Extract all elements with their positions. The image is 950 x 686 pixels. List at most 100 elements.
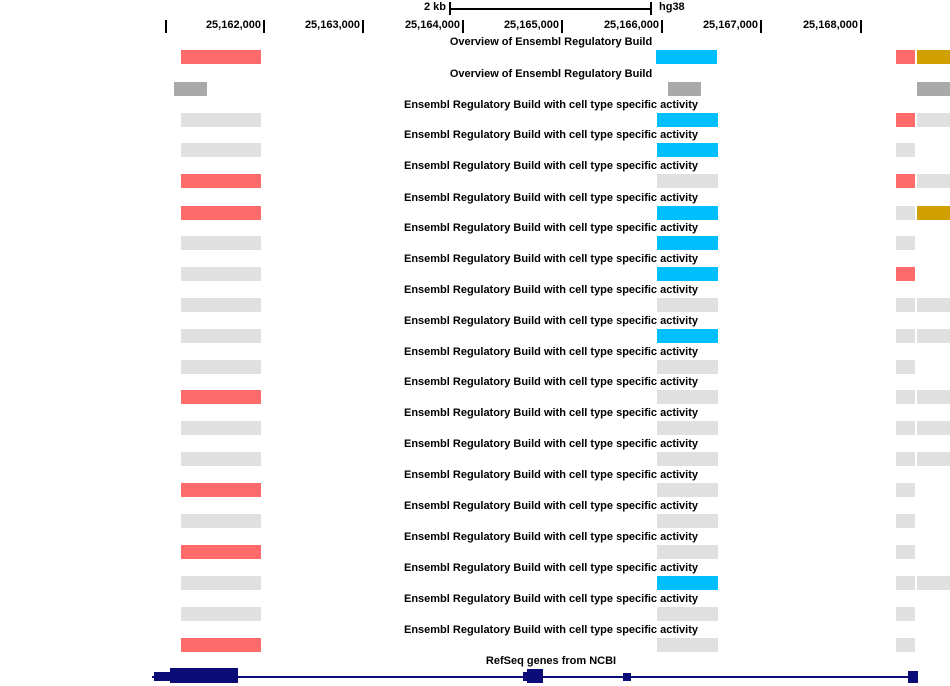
gene-exon[interactable] <box>154 672 171 681</box>
feature-bar-salmon[interactable] <box>181 545 261 559</box>
feature-bar-lgray[interactable] <box>896 576 915 590</box>
feature-bar-lgray[interactable] <box>917 576 950 590</box>
feature-bar-lgray[interactable] <box>657 638 718 652</box>
feature-bar-lgray[interactable] <box>181 452 261 466</box>
track-label[interactable]: Ensembl Regulatory Build with cell type … <box>403 192 699 204</box>
feature-bar-lgray[interactable] <box>181 576 261 590</box>
feature-bar-salmon[interactable] <box>181 50 261 64</box>
feature-bar-lgray[interactable] <box>181 236 261 250</box>
feature-bar-lgray[interactable] <box>657 607 718 621</box>
feature-bar-lgray[interactable] <box>657 390 718 404</box>
feature-bar-lgray[interactable] <box>657 452 718 466</box>
feature-bar-lgray[interactable] <box>657 483 718 497</box>
feature-bar-salmon[interactable] <box>181 483 261 497</box>
feature-bar-gray[interactable] <box>668 82 701 96</box>
feature-bar-lgray[interactable] <box>181 329 261 343</box>
feature-bar-lgray[interactable] <box>657 174 718 188</box>
track-label[interactable]: Ensembl Regulatory Build with cell type … <box>403 129 699 141</box>
feature-bar-lgray[interactable] <box>181 113 261 127</box>
track-label[interactable]: Ensembl Regulatory Build with cell type … <box>403 438 699 450</box>
track-label[interactable]: Ensembl Regulatory Build with cell type … <box>403 407 699 419</box>
feature-bar-salmon[interactable] <box>181 638 261 652</box>
track-label[interactable]: Ensembl Regulatory Build with cell type … <box>403 99 699 111</box>
feature-bar-cyan[interactable] <box>656 50 717 64</box>
feature-bar-salmon[interactable] <box>181 206 261 220</box>
feature-bar-lgray[interactable] <box>181 421 261 435</box>
feature-bar-cyan[interactable] <box>657 329 718 343</box>
track-label[interactable]: Ensembl Regulatory Build with cell type … <box>403 222 699 234</box>
feature-bar-lgray[interactable] <box>896 236 915 250</box>
feature-bar-cyan[interactable] <box>657 143 718 157</box>
feature-bar-lgray[interactable] <box>917 390 950 404</box>
feature-bar-lgray[interactable] <box>896 483 915 497</box>
gene-exon[interactable] <box>623 673 631 681</box>
feature-bar-lgray[interactable] <box>657 421 718 435</box>
feature-bar-lgray[interactable] <box>917 298 950 312</box>
feature-bar-lgray[interactable] <box>181 143 261 157</box>
feature-bar-salmon[interactable] <box>896 174 915 188</box>
track-label[interactable]: Ensembl Regulatory Build with cell type … <box>403 624 699 636</box>
feature-bar-lgray[interactable] <box>917 174 950 188</box>
feature-bar-cyan[interactable] <box>657 236 718 250</box>
feature-bar-lgray[interactable] <box>896 390 915 404</box>
feature-bar-salmon[interactable] <box>896 267 915 281</box>
feature-bar-salmon[interactable] <box>896 113 915 127</box>
gene-exon[interactable] <box>527 669 543 683</box>
feature-bar-lgray[interactable] <box>917 113 950 127</box>
feature-bar-gold[interactable] <box>917 50 950 64</box>
track-label[interactable]: Ensembl Regulatory Build with cell type … <box>403 284 699 296</box>
track-label[interactable]: Ensembl Regulatory Build with cell type … <box>403 346 699 358</box>
feature-bar-lgray[interactable] <box>896 298 915 312</box>
feature-bar-lgray[interactable] <box>896 143 915 157</box>
feature-bar-cyan[interactable] <box>657 576 718 590</box>
ruler-tick <box>561 20 563 33</box>
feature-bar-lgray[interactable] <box>896 329 915 343</box>
gene-exon[interactable] <box>523 672 528 681</box>
track-label[interactable]: Ensembl Regulatory Build with cell type … <box>403 562 699 574</box>
feature-bar-cyan[interactable] <box>657 206 718 220</box>
feature-bar-lgray[interactable] <box>917 452 950 466</box>
ruler-tick <box>860 20 862 33</box>
track-label[interactable]: Ensembl Regulatory Build with cell type … <box>403 253 699 265</box>
feature-bar-cyan[interactable] <box>657 267 718 281</box>
feature-bar-lgray[interactable] <box>917 421 950 435</box>
track-label[interactable]: Ensembl Regulatory Build with cell type … <box>403 469 699 481</box>
track-label[interactable]: Ensembl Regulatory Build with cell type … <box>403 160 699 172</box>
feature-bar-cyan[interactable] <box>657 113 718 127</box>
feature-bar-lgray[interactable] <box>657 360 718 374</box>
refseq-track-label[interactable]: RefSeq genes from NCBI <box>485 655 617 667</box>
track-label[interactable]: Ensembl Regulatory Build with cell type … <box>403 376 699 388</box>
track-label[interactable]: Ensembl Regulatory Build with cell type … <box>403 500 699 512</box>
feature-bar-lgray[interactable] <box>657 545 718 559</box>
feature-bar-lgray[interactable] <box>896 514 915 528</box>
gene-exon[interactable] <box>908 671 918 683</box>
feature-bar-gray[interactable] <box>174 82 207 96</box>
track-label[interactable]: Ensembl Regulatory Build with cell type … <box>403 315 699 327</box>
feature-bar-lgray[interactable] <box>917 329 950 343</box>
track-label[interactable]: Ensembl Regulatory Build with cell type … <box>403 593 699 605</box>
feature-bar-lgray[interactable] <box>896 607 915 621</box>
feature-bar-lgray[interactable] <box>181 298 261 312</box>
feature-bar-lgray[interactable] <box>181 360 261 374</box>
feature-bar-lgray[interactable] <box>896 421 915 435</box>
track-label[interactable]: Overview of Ensembl Regulatory Build <box>449 36 653 48</box>
feature-bar-gray[interactable] <box>917 82 950 96</box>
assembly-label: hg38 <box>659 1 685 13</box>
feature-bar-lgray[interactable] <box>896 638 915 652</box>
track-label[interactable]: Overview of Ensembl Regulatory Build <box>449 68 653 80</box>
feature-bar-salmon[interactable] <box>181 174 261 188</box>
feature-bar-lgray[interactable] <box>181 607 261 621</box>
feature-bar-lgray[interactable] <box>181 267 261 281</box>
feature-bar-salmon[interactable] <box>181 390 261 404</box>
feature-bar-lgray[interactable] <box>657 298 718 312</box>
feature-bar-lgray[interactable] <box>896 360 915 374</box>
feature-bar-lgray[interactable] <box>181 514 261 528</box>
track-label[interactable]: Ensembl Regulatory Build with cell type … <box>403 531 699 543</box>
feature-bar-lgray[interactable] <box>896 452 915 466</box>
gene-exon[interactable] <box>170 668 238 683</box>
feature-bar-lgray[interactable] <box>896 545 915 559</box>
feature-bar-lgray[interactable] <box>657 514 718 528</box>
feature-bar-salmon[interactable] <box>896 50 915 64</box>
feature-bar-gold[interactable] <box>917 206 950 220</box>
feature-bar-lgray[interactable] <box>896 206 915 220</box>
